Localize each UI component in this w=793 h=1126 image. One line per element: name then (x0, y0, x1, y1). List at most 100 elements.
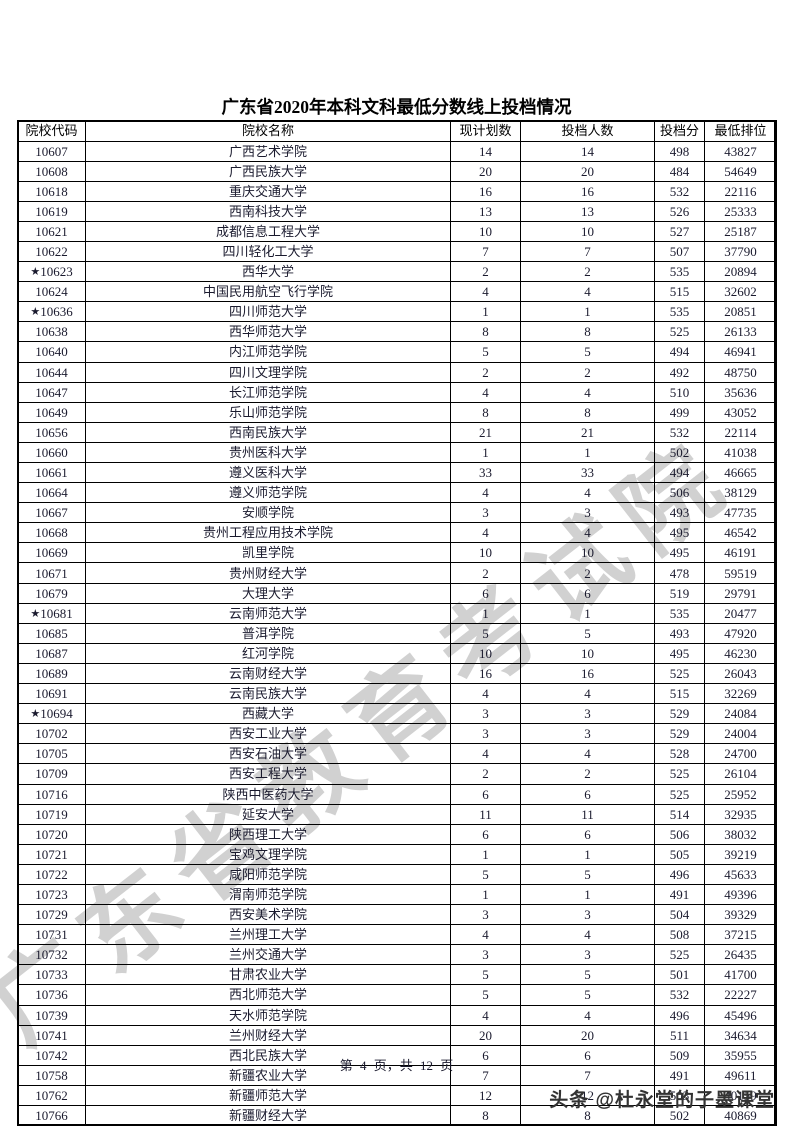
cell-name: 西藏大学 (85, 703, 451, 725)
star-icon: ★ (30, 708, 41, 721)
cell-rank: 32602 (704, 281, 777, 303)
cell-score: 492 (654, 361, 705, 383)
cell-plan: 14 (450, 140, 521, 162)
cell-name: 四川轻化工大学 (85, 240, 451, 263)
cell-plan: 12 (450, 1084, 521, 1107)
cell-code: 10660 (17, 441, 86, 464)
table-row: 10691 云南民族大学 4 4 515 32269 (17, 683, 777, 705)
cell-name: 安顺学院 (85, 502, 451, 524)
cell-name: 内江师范学院 (85, 341, 451, 363)
cell-rank: 46230 (704, 642, 777, 664)
cell-score: 535 (654, 602, 705, 624)
star-icon: ★ (30, 607, 41, 620)
table-row: 10736 西北师范大学 5 5 532 22227 (17, 984, 777, 1006)
cell-code: 10679 (17, 582, 86, 604)
cell-rank: 46191 (704, 542, 777, 564)
cell-rank: 37790 (704, 240, 777, 263)
cell-name: 天水师范学院 (85, 1004, 451, 1026)
cell-code-value: 10649 (35, 404, 68, 420)
cell-rank: 38129 (704, 482, 777, 504)
cell-plan: 2 (450, 261, 521, 283)
cell-name: 宝鸡文理学院 (85, 843, 451, 865)
cell-rank: 25333 (704, 200, 777, 222)
cell-code-value: 10742 (35, 1047, 68, 1063)
cell-name: 中国民用航空飞行学院 (85, 281, 451, 303)
cell-rank: 26133 (704, 321, 777, 343)
cell-score: 514 (654, 803, 705, 825)
cell-rank: 59519 (704, 562, 777, 584)
cell-plan: 8 (450, 321, 521, 343)
cell-name: 遵义师范学院 (85, 482, 451, 504)
cell-code-value: 10709 (35, 766, 68, 782)
cell-code-value: 10636 (40, 304, 73, 320)
cell-code: 10640 (17, 341, 86, 363)
cell-code: 10649 (17, 401, 86, 423)
cell-admit: 1 (520, 602, 655, 624)
footer-prefix: 第 (339, 1058, 353, 1073)
cell-rank: 22227 (704, 984, 777, 1006)
cell-name: 西南民族大学 (85, 421, 451, 443)
cell-admit: 6 (520, 823, 655, 845)
cell-code: 10736 (17, 984, 86, 1006)
cell-name: 新疆财经大学 (85, 1104, 451, 1126)
table-row: ★10636 四川师范大学 1 1 535 20851 (17, 301, 777, 323)
cell-code-value: 10671 (35, 565, 68, 581)
cell-plan: 2 (450, 361, 521, 383)
cell-rank: 54649 (704, 160, 777, 182)
cell-plan: 20 (450, 1024, 521, 1046)
table-row: 10669 凯里学院 10 10 495 46191 (17, 542, 777, 564)
table-row: 10733 甘肃农业大学 5 5 501 41700 (17, 964, 777, 986)
cell-plan: 5 (450, 964, 521, 986)
cell-score: 511 (654, 1024, 705, 1046)
cell-rank: 24700 (704, 743, 777, 765)
cell-code: 10729 (17, 904, 86, 926)
cell-code-value: 10733 (35, 967, 68, 983)
table-row: 10729 西安美术学院 3 3 504 39329 (17, 904, 777, 926)
cell-name: 成都信息工程大学 (85, 220, 451, 242)
cell-admit: 10 (520, 642, 655, 664)
cell-plan: 10 (450, 642, 521, 664)
cell-code-value: 10622 (35, 244, 68, 260)
cell-code: 10732 (17, 944, 86, 966)
admission-table-wrap: 院校代码 院校名称 现计划数 投档人数 投档分 最低排位 10607 广西艺术学院… (17, 120, 777, 1126)
cell-name: 乐山师范学院 (85, 401, 451, 423)
cell-code-value: 10722 (35, 866, 68, 882)
cell-score: 495 (654, 642, 705, 664)
table-row: 10687 红河学院 10 10 495 46230 (17, 642, 777, 664)
table-row: 10649 乐山师范学院 8 8 499 43052 (17, 401, 777, 423)
table-row: 10667 安顺学院 3 3 493 47735 (17, 502, 777, 524)
cell-admit: 4 (520, 522, 655, 544)
cell-plan: 3 (450, 944, 521, 966)
cell-score: 493 (654, 502, 705, 524)
column-header-admit: 投档人数 (520, 120, 655, 142)
cell-score: 532 (654, 180, 705, 202)
cell-name: 广西艺术学院 (85, 140, 451, 162)
cell-plan: 4 (450, 522, 521, 544)
table-row: 10624 中国民用航空飞行学院 4 4 515 32602 (17, 281, 777, 303)
cell-code: ★10681 (17, 602, 86, 624)
cell-code: 10721 (17, 843, 86, 865)
cell-rank: 32269 (704, 683, 777, 705)
cell-name: 新疆师范大学 (85, 1084, 451, 1107)
cell-plan: 6 (450, 823, 521, 845)
cell-score: 532 (654, 984, 705, 1006)
cell-admit: 2 (520, 562, 655, 584)
cell-admit: 4 (520, 381, 655, 403)
table-row: 10618 重庆交通大学 16 16 532 22116 (17, 180, 777, 202)
cell-code-value: 10736 (35, 987, 68, 1003)
cell-score: 526 (654, 200, 705, 222)
cell-score: 505 (654, 843, 705, 865)
cell-score: 508 (654, 924, 705, 946)
cell-code: 10739 (17, 1004, 86, 1026)
cell-name: 西华大学 (85, 261, 451, 283)
cell-code-value: 10694 (40, 706, 73, 722)
cell-code-value: 10719 (35, 806, 68, 822)
cell-score: 515 (654, 281, 705, 303)
cell-admit: 5 (520, 341, 655, 363)
cell-rank: 20894 (704, 261, 777, 283)
cell-code-value: 10618 (35, 183, 68, 199)
cell-admit: 3 (520, 723, 655, 745)
table-row: 10679 大理大学 6 6 519 29791 (17, 582, 777, 604)
cell-name: 西安工业大学 (85, 723, 451, 745)
brand-watermark: 头条 @杜永堂的子墨课堂 (549, 1090, 775, 1111)
